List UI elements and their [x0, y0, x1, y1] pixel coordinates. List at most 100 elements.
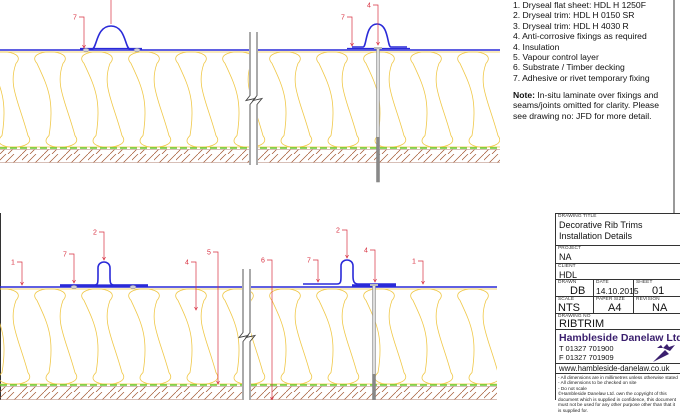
insulation-loop: [364, 289, 406, 384]
project-value: NA: [559, 252, 572, 262]
leader-line: [17, 262, 22, 285]
project-row: PROJECT NA: [556, 246, 680, 264]
sheet-label: SHEET: [636, 280, 653, 285]
insulation-loop: [82, 289, 124, 384]
leader-line: [191, 262, 196, 310]
leader-line: [370, 250, 375, 282]
callout-label: 5: [207, 250, 211, 257]
screw-thread: [377, 137, 380, 182]
date-label: DATE: [596, 280, 609, 285]
drawing-title-row: DRAWING TITLE Decorative Rib Trims Insta…: [556, 214, 680, 246]
client-value: HDL: [559, 270, 577, 280]
rivet-fixing: [71, 285, 77, 288]
insulation-loop: [35, 52, 77, 147]
callout-label: 7: [307, 258, 311, 265]
washer: [374, 47, 382, 49]
insulation-loop: [270, 289, 312, 384]
legend-item: 4. Insulation: [513, 42, 671, 52]
legend-item: 3. Dryseal trim: HDL H 4030 R: [513, 21, 671, 31]
leader-line: [313, 260, 318, 282]
callout-label: 4: [364, 248, 368, 255]
drawing-title-label: DRAWING TITLE: [558, 214, 597, 219]
project-label: PROJECT: [558, 246, 581, 251]
leader-line: [418, 261, 423, 284]
phone: T 01327 701900: [559, 345, 614, 353]
callout-label: 4: [185, 260, 189, 267]
drawing-no-value: RIBTRIM: [559, 319, 604, 330]
legend-item: 4. Anti-corrosive fixings as required: [513, 31, 671, 41]
rib-trim: [80, 26, 142, 49]
drawing-title-line: Installation Details: [559, 231, 632, 241]
top-detail: 7 7 4: [0, 0, 560, 182]
fax: F 01327 701909: [559, 354, 614, 362]
leader-line: [69, 254, 74, 283]
leader-line: [267, 260, 272, 400]
legend-item: 1. Dryseal flat sheet: HDL H 1250F: [513, 0, 671, 10]
insulation-loop: [176, 289, 218, 384]
disclaimer-line: is supplied for.: [558, 408, 588, 413]
callout-label: 2: [336, 228, 340, 235]
drawing-no-row: DRAWING NO RIBTRIM: [556, 314, 680, 330]
legend-item: 2. Dryseal trim: HDL H 0150 SR: [513, 10, 671, 20]
rib-trim: [352, 24, 407, 47]
rivet-fixing: [134, 48, 140, 51]
callout-label: 7: [73, 15, 77, 22]
scale-value: NTS: [558, 303, 580, 314]
leader-line: [79, 17, 84, 48]
mask: [497, 285, 557, 390]
callout-label: 1: [11, 260, 15, 267]
leader-line: [347, 17, 352, 46]
insulation-loop: [411, 52, 453, 147]
client-row: CLIENT HDL: [556, 264, 680, 280]
insulation-loop: [458, 289, 500, 384]
insulation-loop: [458, 52, 500, 147]
insulation-loop: [0, 289, 30, 384]
company-row: Hambleside Danelaw Ltd T 01327 701900 F …: [556, 330, 680, 364]
drawing-note: Note: In-situ laminate over fixings and …: [513, 90, 673, 121]
legend-item: 7. Adhesive or rivet temporary fixing: [513, 73, 671, 83]
rivet-fixing: [130, 285, 136, 288]
insulation-loop: [176, 52, 218, 147]
date-value: 14.10.2015: [596, 286, 639, 296]
drawing-title-line: Decorative Rib Trims: [559, 220, 643, 230]
callout-label: 7: [63, 252, 67, 259]
leader-line: [342, 230, 347, 258]
callout-label: 7: [341, 15, 345, 22]
legend-item: 6. Substrate / Timber decking: [513, 62, 671, 72]
title-block: DRAWING TITLE Decorative Rib Trims Insta…: [555, 213, 680, 400]
website[interactable]: www.hambleside-danelaw.co.uk: [559, 364, 670, 373]
callout-label: 4: [367, 3, 371, 10]
insulation-loop: [35, 289, 77, 384]
revision-value: NA: [652, 303, 667, 314]
callout-label: 6: [261, 258, 265, 265]
washer: [370, 284, 378, 286]
screw-thread: [373, 374, 376, 400]
drawn-value: DB: [570, 286, 585, 297]
rivet-fixing: [83, 48, 89, 51]
website-row: www.hambleside-danelaw.co.uk: [556, 364, 680, 374]
legend-item: 5. Vapour control layer: [513, 52, 671, 62]
insulation-loop: [364, 52, 406, 147]
insulation-loop: [129, 52, 171, 147]
insulation-loop: [0, 52, 30, 147]
leader-line: [99, 232, 104, 260]
insulation-loop: [317, 52, 359, 147]
insulation-loop: [82, 52, 124, 147]
note-label: Note:: [513, 90, 535, 100]
disclaimer: - All dimensions are in millimetres unle…: [556, 374, 680, 400]
sheet-value: 01: [652, 286, 664, 297]
insulation-loop: [411, 289, 453, 384]
insulation-loop: [129, 289, 171, 384]
insulation-loop: [270, 52, 312, 147]
company-logo-icon: [651, 342, 677, 364]
legend-notes: 1. Dryseal flat sheet: HDL H 1250F 2. Dr…: [513, 0, 671, 83]
